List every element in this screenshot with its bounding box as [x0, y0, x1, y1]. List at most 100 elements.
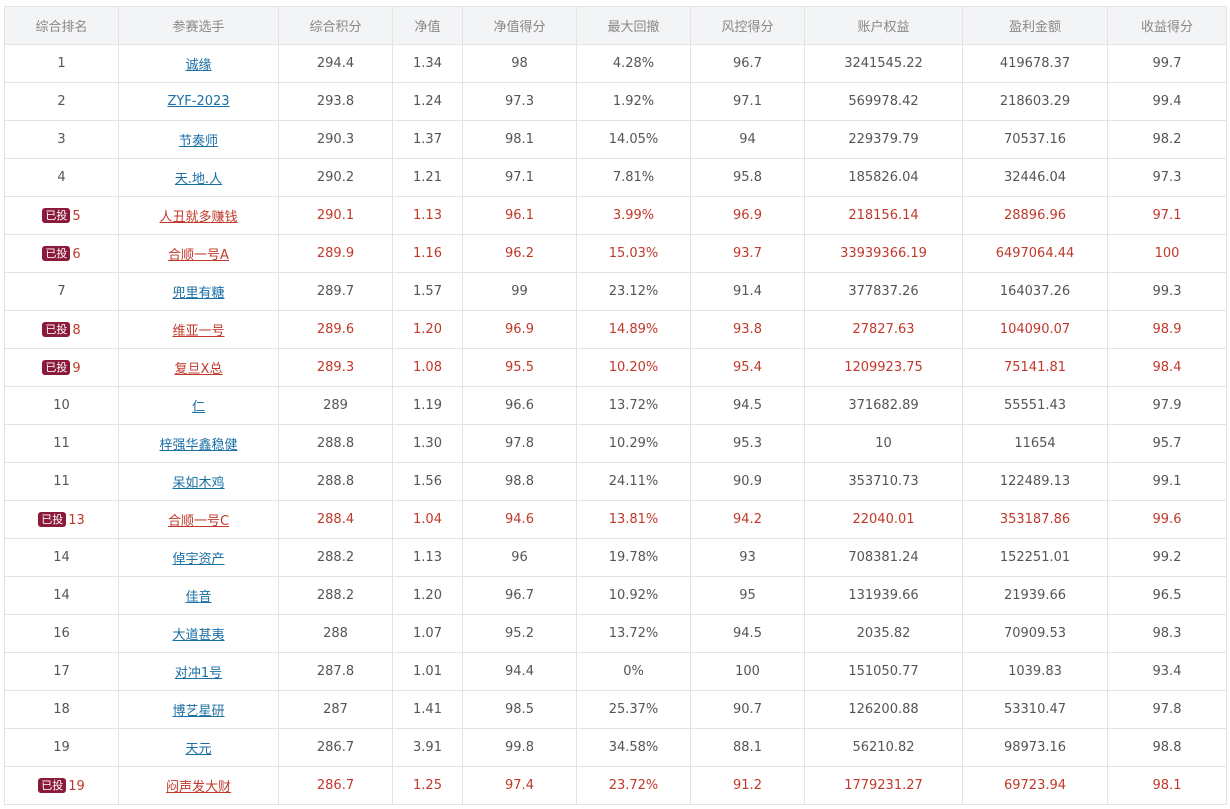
rank-value: 10 — [53, 398, 70, 413]
column-header-return-score[interactable]: 收益得分 — [1107, 6, 1227, 45]
invested-badge: 已投 — [42, 359, 71, 375]
account-equity-cell: 371682.89 — [804, 386, 963, 425]
rank-value: 13 — [68, 512, 85, 528]
rank-cell: 17 — [4, 652, 119, 691]
max-drawdown-cell: 24.11% — [576, 462, 691, 501]
return-score-cell: 97.1 — [1107, 196, 1227, 235]
player-name-link[interactable]: 梓强华鑫稳健 — [159, 438, 238, 453]
player-name-link[interactable]: 维亚一号 — [172, 324, 225, 339]
rank-value: 11 — [53, 474, 70, 489]
total-score-cell: 288.2 — [278, 576, 393, 615]
column-header-rank[interactable]: 综合排名 — [4, 6, 119, 45]
player-name-link[interactable]: 人丑就多赚钱 — [159, 210, 238, 225]
column-header-nav[interactable]: 净值 — [392, 6, 463, 45]
risk-score-cell: 91.4 — [690, 272, 805, 311]
player-cell: 博艺星研 — [118, 690, 279, 729]
column-header-profit-amount[interactable]: 盈利金额 — [962, 6, 1108, 45]
nav-cell: 1.13 — [392, 538, 463, 577]
risk-score-cell: 90.7 — [690, 690, 805, 729]
risk-score-cell: 91.2 — [690, 766, 805, 805]
account-equity-cell: 56210.82 — [804, 728, 963, 767]
rank-cell: 2 — [4, 82, 119, 121]
player-name-link[interactable]: 对冲1号 — [174, 666, 223, 681]
profit-amount-cell: 28896.96 — [962, 196, 1108, 235]
rank-cell: 3 — [4, 120, 119, 159]
player-name-link[interactable]: 呆如木鸡 — [172, 476, 225, 491]
player-name-link[interactable]: 倬宇资产 — [172, 552, 225, 567]
column-header-risk-score[interactable]: 风控得分 — [690, 6, 805, 45]
return-score-cell: 96.5 — [1107, 576, 1227, 615]
profit-amount-cell: 218603.29 — [962, 82, 1108, 121]
player-cell: ZYF-2023 — [118, 82, 279, 121]
player-name-link[interactable]: ZYF-2023 — [167, 94, 230, 109]
max-drawdown-cell: 1.92% — [576, 82, 691, 121]
column-header-total-score[interactable]: 综合积分 — [278, 6, 393, 45]
nav-cell: 1.24 — [392, 82, 463, 121]
table-row: 4 天.地.人 290.2 1.21 97.1 7.81% 95.8 185826.04 324… — [4, 158, 1227, 197]
player-cell: 对冲1号 — [118, 652, 279, 691]
nav-score-cell: 94.4 — [462, 652, 577, 691]
table-row: 2 ZYF-2023 293.8 1.24 97.3 1.92% 97.1 569978.42… — [4, 82, 1227, 121]
player-name-link[interactable]: 诚缘 — [185, 58, 212, 73]
player-name-link[interactable]: 节奏师 — [178, 134, 218, 149]
player-cell: 维亚一号 — [118, 310, 279, 349]
player-cell: 天.地.人 — [118, 158, 279, 197]
player-name-link[interactable]: 闷声发大财 — [165, 780, 231, 795]
risk-score-cell: 94.2 — [690, 500, 805, 539]
nav-score-cell: 96.9 — [462, 310, 577, 349]
total-score-cell: 293.8 — [278, 82, 393, 121]
player-cell: 梓强华鑫稳健 — [118, 424, 279, 463]
table-row: 3 节奏师 290.3 1.37 98.1 14.05% 94 229379.79 70537.… — [4, 120, 1227, 159]
table-row: 11 呆如木鸡 288.8 1.56 98.8 24.11% 90.9 353710.73 12… — [4, 462, 1227, 501]
table-row: 19 天元 286.7 3.91 99.8 34.58% 88.1 56210.82 98973… — [4, 728, 1227, 767]
column-header-account-equity[interactable]: 账户权益 — [804, 6, 963, 45]
account-equity-cell: 708381.24 — [804, 538, 963, 577]
rank-cell: 14 — [4, 576, 119, 615]
nav-cell: 1.16 — [392, 234, 463, 273]
profit-amount-cell: 353187.86 — [962, 500, 1108, 539]
player-cell: 合顺一号C — [118, 500, 279, 539]
profit-amount-cell: 122489.13 — [962, 462, 1108, 501]
player-name-link[interactable]: 兜里有糖 — [172, 286, 225, 301]
total-score-cell: 289 — [278, 386, 393, 425]
profit-amount-cell: 21939.66 — [962, 576, 1108, 615]
rank-value: 19 — [53, 740, 70, 755]
player-name-link[interactable]: 合顺一号C — [167, 514, 230, 529]
player-name-link[interactable]: 佳音 — [185, 590, 212, 605]
nav-score-cell: 99 — [462, 272, 577, 311]
profit-amount-cell: 69723.94 — [962, 766, 1108, 805]
player-name-link[interactable]: 天.地.人 — [174, 172, 223, 187]
max-drawdown-cell: 23.12% — [576, 272, 691, 311]
return-score-cell: 99.2 — [1107, 538, 1227, 577]
return-score-cell: 97.9 — [1107, 386, 1227, 425]
return-score-cell: 97.3 — [1107, 158, 1227, 197]
account-equity-cell: 151050.77 — [804, 652, 963, 691]
column-header-nav-score[interactable]: 净值得分 — [462, 6, 577, 45]
rank-cell: 10 — [4, 386, 119, 425]
player-name-link[interactable]: 天元 — [185, 742, 212, 757]
player-name-link[interactable]: 大道甚夷 — [172, 628, 225, 643]
total-score-cell: 288.4 — [278, 500, 393, 539]
player-cell: 呆如木鸡 — [118, 462, 279, 501]
return-score-cell: 93.4 — [1107, 652, 1227, 691]
rank-value: 6 — [72, 246, 81, 262]
rank-cell: 11 — [4, 424, 119, 463]
return-score-cell: 98.9 — [1107, 310, 1227, 349]
header-row: 综合排名 参赛选手 综合积分 净值 净值得分 最大回撤 风控得分 账户权益 盈利金额 收益得分 — [4, 6, 1227, 45]
player-name-link[interactable]: 合顺一号A — [168, 248, 229, 263]
column-header-player[interactable]: 参赛选手 — [118, 6, 279, 45]
max-drawdown-cell: 14.05% — [576, 120, 691, 159]
player-name-link[interactable]: 博艺星研 — [172, 704, 225, 719]
player-cell: 兜里有糖 — [118, 272, 279, 311]
column-header-max-drawdown[interactable]: 最大回撤 — [576, 6, 691, 45]
return-score-cell: 97.8 — [1107, 690, 1227, 729]
ranking-table-container: 综合排名 参赛选手 综合积分 净值 净值得分 最大回撤 风控得分 账户权益 盈利金额 收益得分 1… — [4, 6, 1227, 805]
player-name-link[interactable]: 复旦X总 — [174, 362, 223, 377]
rank-value: 18 — [53, 702, 70, 717]
max-drawdown-cell: 13.72% — [576, 386, 691, 425]
max-drawdown-cell: 23.72% — [576, 766, 691, 805]
return-score-cell: 98.8 — [1107, 728, 1227, 767]
profit-amount-cell: 152251.01 — [962, 538, 1108, 577]
player-name-link[interactable]: 仁 — [191, 400, 205, 415]
total-score-cell: 289.6 — [278, 310, 393, 349]
